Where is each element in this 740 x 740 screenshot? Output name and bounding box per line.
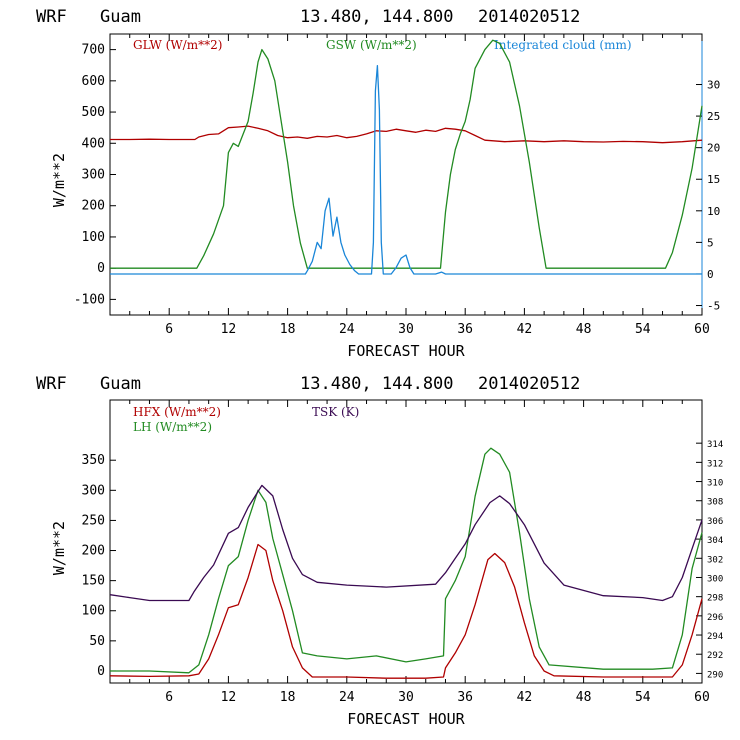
top-series-line-1 bbox=[110, 39, 703, 269]
bottom-y-tick-label: 350 bbox=[82, 453, 105, 468]
bottom-x-tick-label: 24 bbox=[339, 690, 355, 705]
top-init-time-label: 2014020512 bbox=[478, 7, 580, 27]
top-x-tick-label: 18 bbox=[280, 322, 296, 337]
top-y2-tick-label: 10 bbox=[707, 205, 720, 218]
bottom-y-tick-label: 200 bbox=[82, 544, 105, 559]
bottom-chart: WRF Guam 13.480, 144.800 2014020512 HFX … bbox=[36, 374, 723, 728]
bottom-series-group bbox=[109, 447, 703, 679]
top-x-tick-label: 60 bbox=[694, 322, 710, 337]
top-x-tick-label: 48 bbox=[576, 322, 592, 337]
bottom-y-tick-label: 250 bbox=[82, 513, 105, 528]
top-coords-label: 13.480, 144.800 bbox=[300, 7, 454, 27]
top-y2-tick-label: 0 bbox=[707, 268, 714, 281]
bottom-series-line-0 bbox=[109, 543, 703, 679]
bottom-y-tick-label: 0 bbox=[97, 664, 105, 679]
top-x-tick-label: 36 bbox=[457, 322, 473, 337]
bottom-location-label: Guam bbox=[100, 374, 141, 394]
top-y-axis-label: W/m**2 bbox=[50, 153, 68, 207]
bottom-y-tick-label: 100 bbox=[82, 604, 105, 619]
top-plot-frame bbox=[109, 33, 703, 316]
top-y-tick-label: 500 bbox=[82, 105, 105, 120]
bottom-y2-ticks: 290 292 294 296 298 300 302 304 306 308 310 312 314 bbox=[696, 440, 723, 680]
top-location-label: Guam bbox=[100, 7, 141, 27]
top-legend-glw: GLW (W/m**2) bbox=[133, 38, 222, 52]
bottom-x-tick-label: 36 bbox=[457, 690, 473, 705]
top-x-tick-label: 6 bbox=[165, 322, 173, 337]
bottom-x-tick-label: 54 bbox=[635, 690, 651, 705]
top-y2-tick-label: 30 bbox=[707, 79, 720, 92]
bottom-model-label: WRF bbox=[36, 374, 67, 394]
bottom-y-tick-label: 50 bbox=[89, 634, 105, 649]
bottom-y2-tick-label: 296 bbox=[707, 613, 723, 623]
top-series-line-2 bbox=[110, 64, 702, 275]
top-y2-ticks: -5 0 5 10 15 20 25 30 bbox=[696, 79, 720, 313]
top-y-tick-label: 200 bbox=[82, 199, 105, 214]
top-model-label: WRF bbox=[36, 7, 67, 27]
top-y2-tick-label: 5 bbox=[707, 236, 714, 249]
bottom-plot-frame bbox=[109, 399, 703, 684]
bottom-x-tick-label: 18 bbox=[280, 690, 296, 705]
bottom-x-tick-label: 30 bbox=[398, 690, 414, 705]
bottom-series-line-2 bbox=[109, 484, 703, 602]
bottom-x-axis-label: FORECAST HOUR bbox=[347, 710, 465, 728]
top-y2-tick-label: 20 bbox=[707, 142, 720, 155]
bottom-legend-lh: LH (W/m**2) bbox=[133, 420, 212, 434]
top-x-tick-label: 30 bbox=[398, 322, 414, 337]
top-y-tick-label: 0 bbox=[97, 261, 105, 276]
bottom-y-tick-label: 300 bbox=[82, 483, 105, 498]
bottom-legend-hfx: HFX (W/m**2) bbox=[133, 405, 221, 419]
bottom-legend-tsk: TSK (K) bbox=[312, 405, 359, 419]
top-x-tick-label: 24 bbox=[339, 322, 355, 337]
bottom-series-line-1 bbox=[110, 447, 703, 674]
bottom-x-tick-label: 48 bbox=[576, 690, 592, 705]
top-series-line-0 bbox=[110, 125, 703, 144]
bottom-y2-tick-label: 290 bbox=[707, 670, 723, 680]
top-legend-gsw: GSW (W/m**2) bbox=[326, 38, 417, 52]
bottom-x-tick-label: 60 bbox=[694, 690, 710, 705]
top-y-tick-label: 100 bbox=[82, 230, 105, 245]
top-x-tick-label: 42 bbox=[517, 322, 533, 337]
bottom-y-tick-label: 150 bbox=[82, 574, 105, 589]
bottom-y2-tick-label: 298 bbox=[707, 594, 723, 604]
bottom-y2-tick-label: 306 bbox=[707, 517, 723, 527]
bottom-y2-tick-label: 310 bbox=[707, 479, 723, 489]
bottom-y-axis-label: W/m**2 bbox=[50, 521, 68, 575]
bottom-y2-tick-label: 302 bbox=[707, 555, 723, 565]
bottom-x-ticks: 6 12 18 24 30 36 42 48 54 60 bbox=[129, 400, 710, 705]
bottom-y2-tick-label: 300 bbox=[707, 574, 723, 584]
bottom-y2-tick-label: 314 bbox=[707, 440, 723, 450]
bottom-x-tick-label: 6 bbox=[165, 690, 173, 705]
bottom-y2-tick-label: 304 bbox=[707, 536, 723, 546]
bottom-y2-tick-label: 308 bbox=[707, 498, 723, 508]
bottom-x-tick-label: 12 bbox=[221, 690, 237, 705]
top-y-tick-label: 300 bbox=[82, 168, 105, 183]
bottom-coords-label: 13.480, 144.800 bbox=[300, 374, 454, 394]
top-series-group bbox=[110, 39, 703, 275]
bottom-y-ticks: 0 50 100 150 200 250 300 350 bbox=[82, 453, 116, 679]
top-y2-tick-label: 15 bbox=[707, 173, 720, 186]
bottom-y2-tick-label: 292 bbox=[707, 651, 723, 661]
top-x-tick-label: 12 bbox=[221, 322, 237, 337]
top-y-tick-label: -100 bbox=[74, 292, 105, 307]
top-chart: WRF Guam 13.480, 144.800 2014020512 GLW … bbox=[36, 7, 720, 360]
top-y-tick-label: 400 bbox=[82, 136, 105, 151]
top-x-ticks: 6 12 18 24 30 36 42 48 54 60 bbox=[129, 34, 710, 337]
top-x-axis-label: FORECAST HOUR bbox=[347, 342, 465, 360]
bottom-init-time-label: 2014020512 bbox=[478, 374, 580, 394]
bottom-y2-tick-label: 312 bbox=[707, 459, 723, 469]
top-y2-tick-label: -5 bbox=[707, 300, 720, 313]
bottom-x-tick-label: 42 bbox=[517, 690, 533, 705]
bottom-y2-tick-label: 294 bbox=[707, 632, 723, 642]
top-y2-tick-label: 25 bbox=[707, 110, 720, 123]
top-y-ticks: -100 0 100 200 300 400 500 600 700 bbox=[74, 43, 116, 307]
top-y-tick-label: 600 bbox=[82, 74, 105, 89]
top-x-tick-label: 54 bbox=[635, 322, 651, 337]
top-legend-cloud: Integrated cloud (mm) bbox=[494, 38, 632, 52]
top-y-tick-label: 700 bbox=[82, 43, 105, 58]
